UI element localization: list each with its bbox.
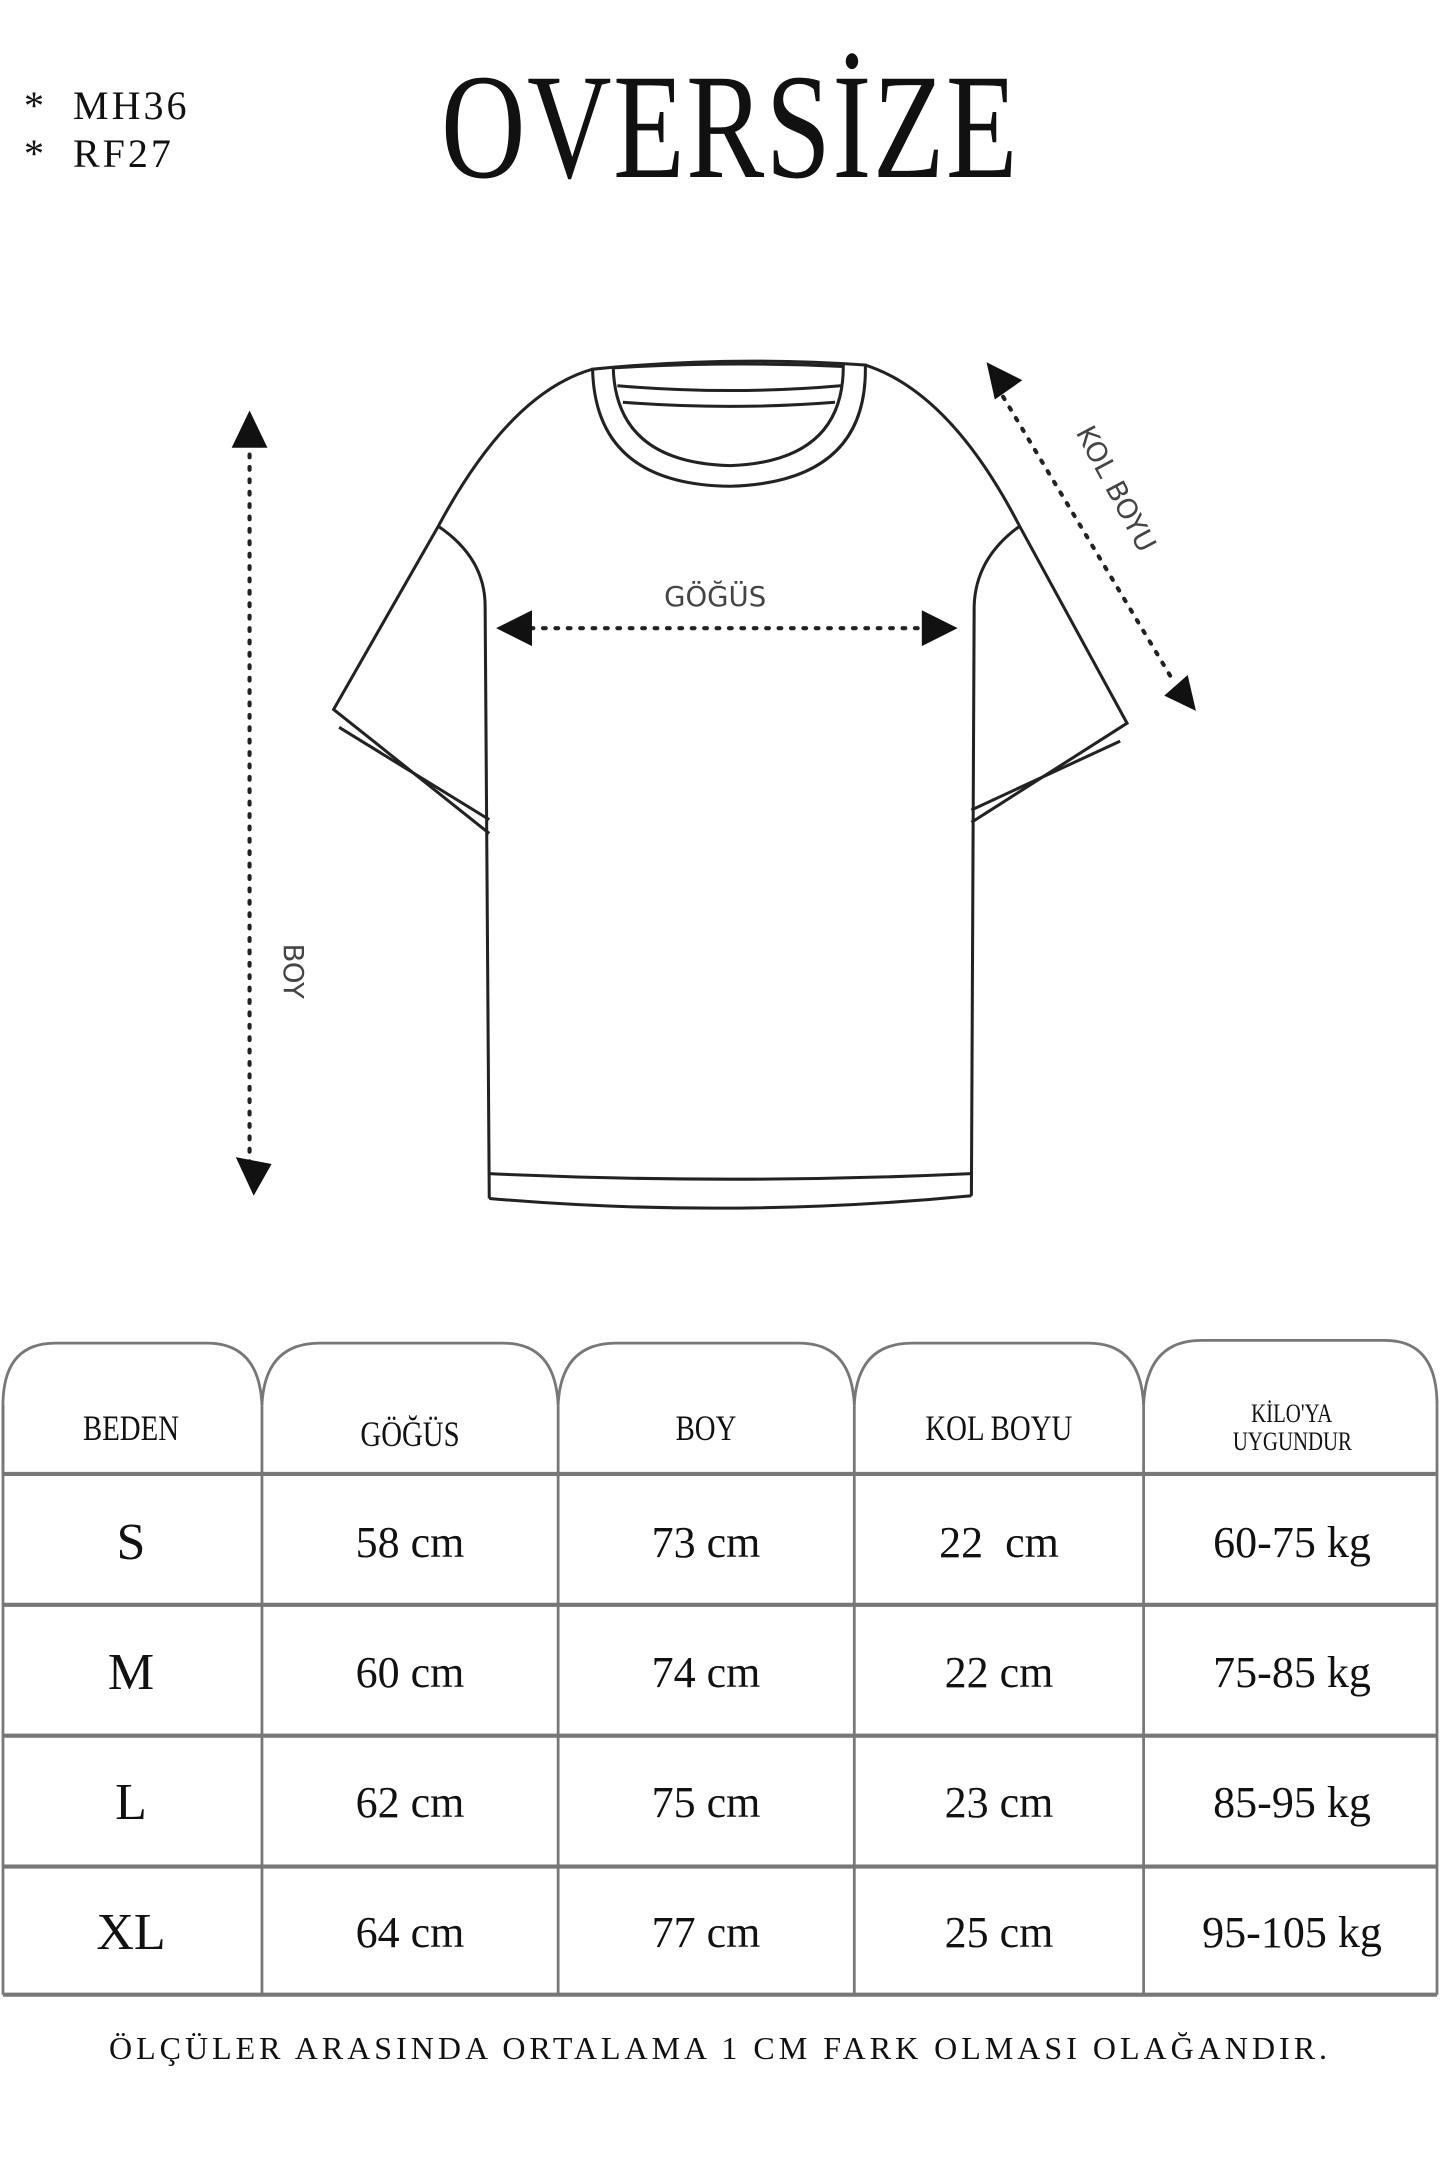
- arrow-right-icon: [921, 610, 958, 647]
- table-grid: [1, 1338, 1439, 1997]
- header-weight-line1: KİLO'YA: [1251, 1398, 1333, 1428]
- length-label: BOY: [277, 943, 309, 999]
- table-row: XL 64 cm 77 cm 25 cm 95-105 kg: [0, 1870, 1440, 1995]
- tshirt-outline: [331, 359, 1130, 1210]
- arrow-down-icon: [235, 1157, 272, 1196]
- page-title: OVERSİZE: [441, 44, 1019, 210]
- table-header-row: BEDEN GÖĞÜS BOY KOL BOYU KİLO'YA UYGUNDU…: [0, 1380, 1440, 1475]
- arrow-heads: [231, 362, 1196, 1196]
- size-cell: L: [115, 1774, 147, 1831]
- chest-cell: 60 cm: [355, 1648, 465, 1697]
- size-cell: M: [107, 1644, 155, 1701]
- weight-cell: 60-75 kg: [1213, 1518, 1371, 1567]
- length-cell: 74 cm: [651, 1648, 761, 1697]
- header-sleeve: KOL BOYU: [925, 1407, 1073, 1448]
- length-cell: 77 cm: [651, 1908, 761, 1957]
- header-length: BOY: [675, 1407, 737, 1448]
- weight-cell: 75-85 kg: [1213, 1648, 1371, 1697]
- length-cell: 75 cm: [651, 1778, 761, 1827]
- header-weight-line2: UYGUNDUR: [1232, 1426, 1352, 1456]
- sleeve-cell: 25 cm: [944, 1908, 1054, 1957]
- header-size: BEDEN: [83, 1407, 179, 1448]
- sleeve-cell: 22 cm: [944, 1648, 1054, 1697]
- arrow-up-icon: [231, 410, 268, 448]
- table-row: L 62 cm 75 cm 23 cm 85-95 kg: [0, 1740, 1440, 1865]
- chest-cell: 62 cm: [355, 1778, 465, 1827]
- size-cell: S: [116, 1514, 146, 1571]
- footer-note: ÖLÇÜLER ARASINDA ORTALAMA 1 CM FARK OLMA…: [108, 2030, 1332, 2066]
- weight-cell: 85-95 kg: [1213, 1778, 1371, 1827]
- chest-cell: 64 cm: [355, 1908, 465, 1957]
- product-code: * RF27: [24, 131, 174, 176]
- table-row: M 60 cm 74 cm 22 cm 75-85 kg: [0, 1610, 1440, 1735]
- sleeve-label: KOL BOYU: [1069, 421, 1162, 558]
- weight-cell: 95-105 kg: [1202, 1908, 1382, 1957]
- measure-lines: [247, 394, 1176, 1167]
- arrow-down-right-icon: [1164, 675, 1196, 711]
- sleeve-cell: 23 cm: [944, 1778, 1054, 1827]
- arrow-left-icon: [496, 610, 532, 647]
- product-code: * MH36: [24, 83, 190, 128]
- size-cell: XL: [96, 1904, 166, 1961]
- arrow-up-left-icon: [986, 362, 1023, 400]
- sleeve-cell: 22 cm: [939, 1518, 1059, 1567]
- table-row: S 58 cm 73 cm 22 cm 60-75 kg: [0, 1480, 1440, 1605]
- header-chest: GÖĞÜS: [360, 1413, 460, 1454]
- chest-label: GÖĞÜS: [664, 579, 766, 613]
- length-cell: 73 cm: [651, 1518, 761, 1567]
- chest-cell: 58 cm: [355, 1518, 465, 1567]
- product-codes: * MH36 * RF27: [24, 82, 189, 178]
